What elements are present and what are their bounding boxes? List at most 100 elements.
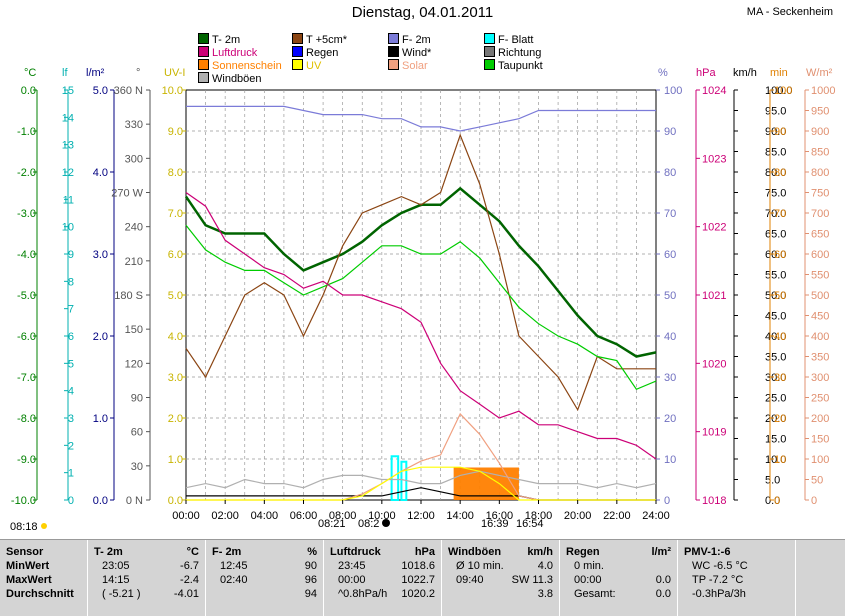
stats-row: 3.8	[442, 587, 559, 601]
legend-swatch	[292, 46, 303, 57]
axis-tick-label-dir: 60	[131, 427, 143, 439]
sun-icon	[41, 523, 47, 529]
stats-cell: MinWert	[6, 560, 50, 572]
axis-tick-label-sunmin: 30	[774, 372, 786, 384]
legend-swatch	[484, 46, 495, 57]
stats-row: MaxWert	[0, 573, 87, 587]
legend-swatch	[484, 59, 495, 70]
axis-tick-label-rain: 1.0	[93, 413, 108, 425]
legend-entry: T +5cm*	[292, 33, 347, 46]
axis-unit-hum: %	[658, 67, 668, 79]
axis-unit-dir: °	[136, 67, 141, 79]
stats-row: TP -7.2 °C	[678, 573, 795, 587]
axis-tick-label-hum: 60	[664, 249, 676, 261]
axis-unit-temp: °C	[24, 67, 37, 79]
axis-tick-label-press: 1021	[702, 290, 726, 302]
stats-header-unit: km/h	[527, 546, 553, 558]
legend-swatch	[292, 33, 303, 44]
axis-tick-label-solar: 600	[811, 249, 829, 261]
stats-value: -2.4	[180, 574, 199, 586]
axis-tick-label-solar: 850	[811, 147, 829, 159]
stats-header-unit: %	[307, 546, 317, 558]
axis-unit-uv: UV-I	[164, 67, 186, 79]
axis-unit-leaf: lf	[62, 67, 68, 79]
axis-tick-label-temp: -9.0	[17, 454, 36, 466]
axis-tick-label-uv: 7.0	[168, 208, 183, 220]
series-line	[186, 105, 656, 132]
axis-tick-label-solar: 650	[811, 229, 829, 241]
legend-entry: UV	[292, 59, 321, 72]
axis-tick-label-leaf: 4	[68, 386, 74, 398]
axis-tick-label-temp: -6.0	[17, 331, 36, 343]
x-tick-label: 16:00	[486, 510, 514, 522]
stats-header: F- 2m%	[206, 545, 323, 559]
axis-tick-label-temp: -4.0	[17, 249, 36, 261]
stats-cell: -0.3hPa/3h	[692, 588, 746, 600]
axes: 0.0 -1.0 -2.0 -3.0 -4.0 -5.0 -6.0 -7.0 -8.0 -9.0 -…	[11, 85, 836, 507]
astro-markers: 08:18 08:21 08:2 16:39 16:54	[10, 518, 544, 533]
axis-tick-label-leaf: 9	[68, 249, 74, 261]
stats-value: 94	[304, 588, 317, 600]
stats-row: 23:05 -6.7	[88, 559, 205, 573]
axis-tick-label-solar: 1000	[811, 85, 835, 97]
set-time: 16:39	[481, 518, 509, 530]
axis-tick-label-sunmin: 40	[774, 331, 786, 343]
rise-time: 08:21	[318, 518, 346, 530]
axis-tick-label-press: 1022	[702, 222, 726, 234]
stats-header-unit: hPa	[414, 546, 435, 558]
axis-tick-label-dir: 330	[125, 119, 143, 131]
stats-cell: 02:40	[220, 574, 248, 586]
x-tick-label: 20:00	[564, 510, 592, 522]
sunrise-time: 08:18	[10, 521, 38, 533]
stats-value: 1022.7	[401, 574, 435, 586]
legend-entry: Regen	[292, 46, 338, 59]
x-tick-label: 12:00	[407, 510, 435, 522]
stats-cell: 09:40	[456, 574, 484, 586]
axis-tick-label-dir: 240	[125, 222, 143, 234]
legend-entry: Taupunkt	[484, 59, 543, 72]
legend-swatch	[484, 33, 495, 44]
station-name: MA - Seckenheim	[746, 6, 833, 18]
axis-tick-label-leaf: 11	[63, 194, 74, 206]
stats-value: SW 11.3	[511, 574, 553, 586]
stats-value: 3.8	[537, 588, 553, 600]
stats-column: F- 2m% 12:45 90 02:40 96 94	[206, 540, 324, 616]
axis-tick-label-press: 1020	[702, 358, 726, 370]
legend-swatch	[388, 46, 399, 57]
stats-cell: TP -7.2 °C	[692, 574, 744, 586]
legend-entry: Richtung	[484, 46, 541, 59]
axis-tick-label-leaf: 2	[68, 440, 74, 452]
axis-tick-label-solar: 500	[811, 290, 829, 302]
axis-tick-label-hum: 40	[664, 331, 676, 343]
axis-tick-label-wind: 100.0	[765, 85, 793, 97]
axis-tick-label-leaf: 6	[68, 331, 74, 343]
stats-row: 14:15 -2.4	[88, 573, 205, 587]
x-tick-label: 00:00	[172, 510, 200, 522]
stats-cell: Gesamt:	[574, 588, 616, 600]
axis-tick-label-uv: 0.0	[168, 495, 183, 507]
axis-tick-label-dir: 150	[125, 324, 143, 336]
axis-unit-solar: W/m²	[806, 67, 833, 79]
grid	[185, 89, 657, 501]
stats-header-name: Luftdruck	[330, 546, 381, 558]
legend-label: Windböen	[212, 73, 262, 85]
stats-column: Luftdruck hPa 23:45 1018.6 00:00 1022.7 ^0.8hP…	[324, 540, 442, 616]
axis-tick-label-wind: 75.0	[765, 188, 786, 200]
stats-cell: 14:15	[102, 574, 130, 586]
stats-header: Regen l/m²	[560, 545, 677, 559]
set-time-2: 16:54	[516, 518, 544, 530]
legend-swatch	[388, 33, 399, 44]
rise-time-2: 08:2	[358, 518, 379, 530]
axis-tick-label-wind: 15.0	[765, 434, 786, 446]
stats-value: 0.0	[655, 574, 671, 586]
stats-row: Durchschnitt	[0, 587, 87, 601]
axis-tick-label-solar: 0	[811, 495, 817, 507]
axis-tick-label-uv: 4.0	[168, 331, 183, 343]
series-line	[185, 470, 657, 489]
axis-tick-label-temp: -8.0	[17, 413, 36, 425]
series-line	[185, 192, 657, 460]
legend-label: Richtung	[498, 47, 542, 59]
legend-label: UV	[306, 60, 322, 72]
axis-tick-label-temp: -10.0	[11, 495, 36, 507]
stats-column: Windböen km/h Ø 10 min. 4.0 09:40 SW 11.3 3.8	[442, 540, 560, 616]
